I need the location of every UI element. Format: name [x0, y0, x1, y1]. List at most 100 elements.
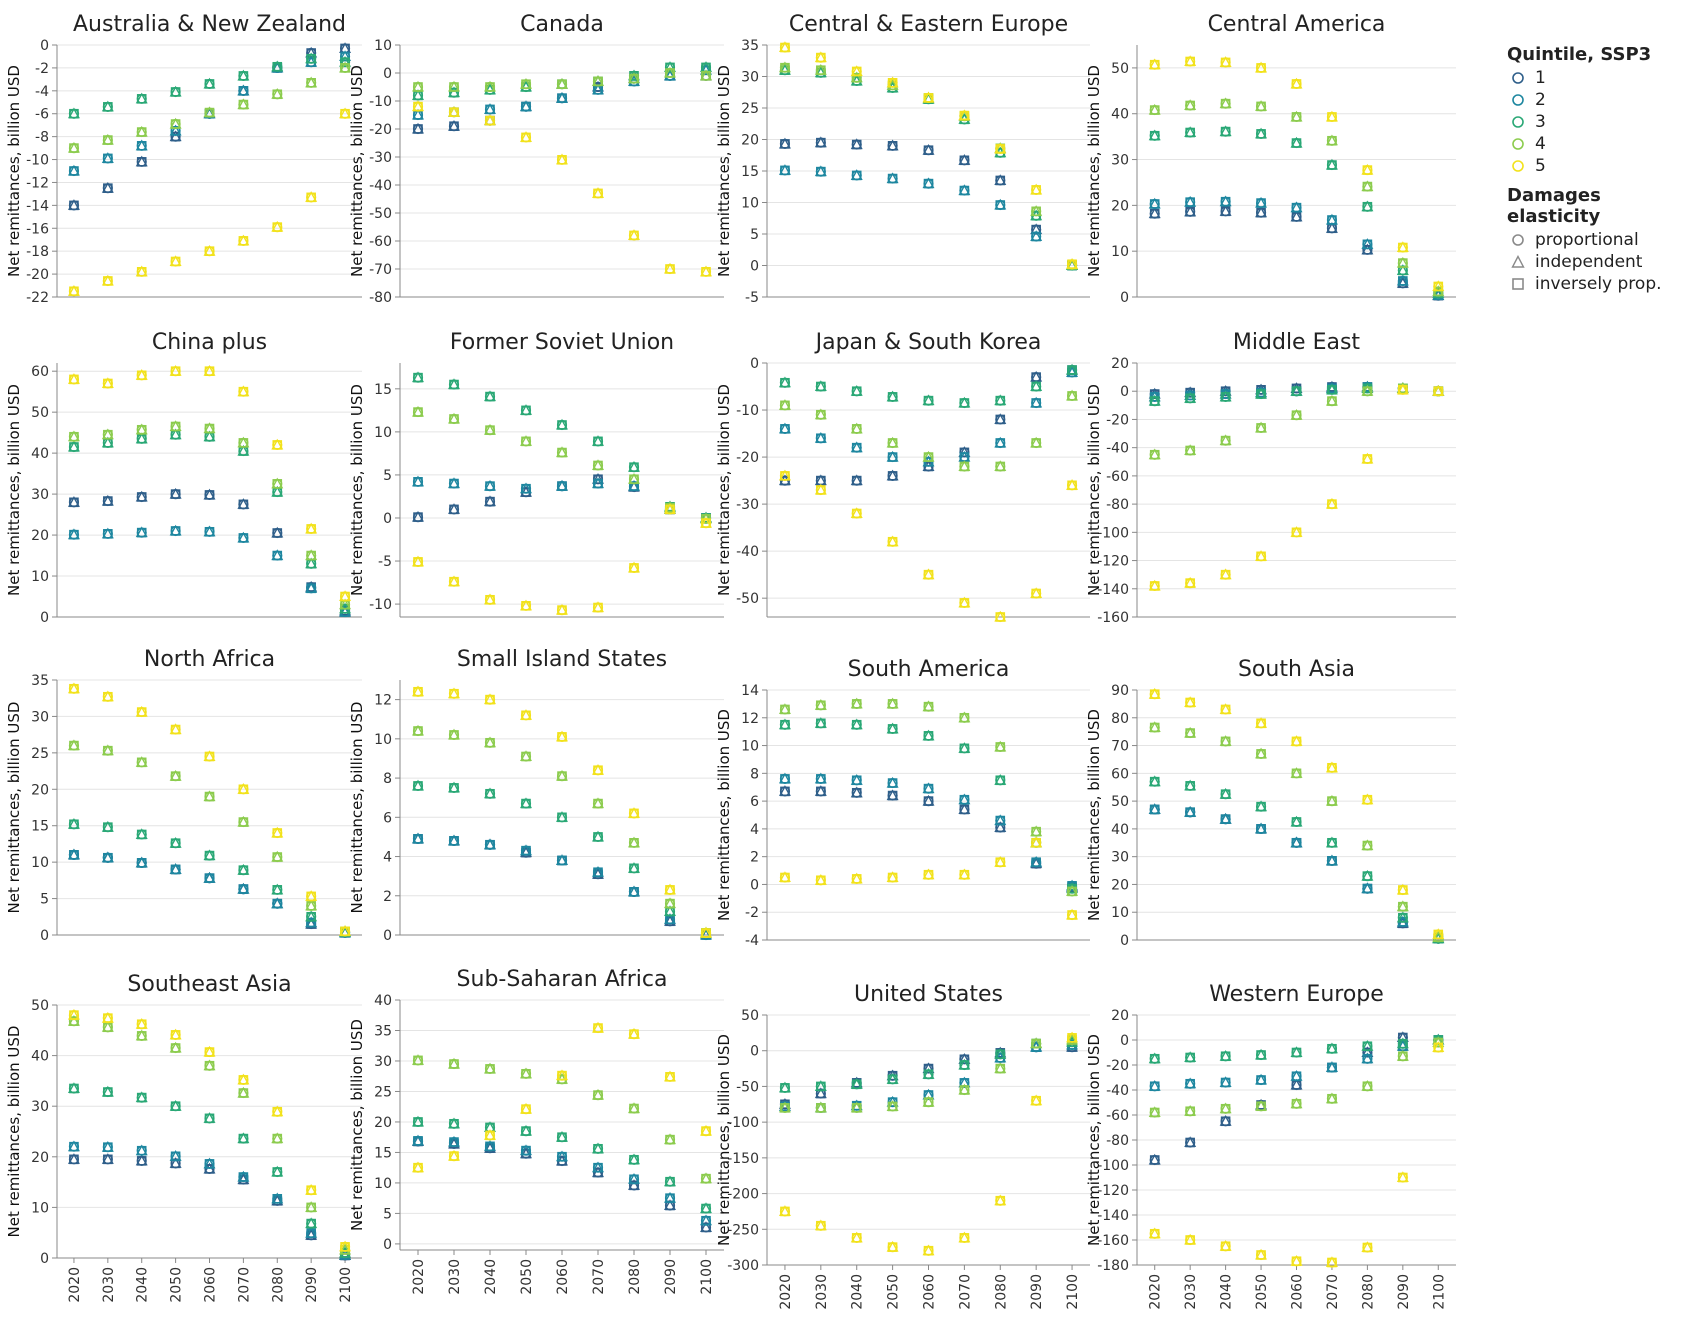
data-point-triangle [339, 61, 352, 73]
y-tick-label: 12 [741, 711, 759, 727]
data-point-triangle [1325, 134, 1338, 146]
data-point-triangle [628, 75, 640, 86]
y-tick-label: 25 [374, 1084, 392, 1100]
data-point-triangle [203, 1112, 216, 1123]
data-point-triangle [958, 711, 971, 723]
data-point-triangle [592, 797, 604, 809]
legend-elasticity-list: proportional independent inversely prop. [1507, 229, 1697, 295]
data-point-triangle [814, 483, 827, 495]
y-tick-label: -5 [378, 554, 392, 570]
data-point-triangle [1148, 103, 1161, 115]
data-point-triangle [1184, 195, 1197, 207]
y-tick-label: 8 [750, 766, 759, 782]
data-point-triangle [169, 1041, 182, 1053]
data-point-triangle [994, 814, 1007, 826]
data-point-triangle [412, 371, 424, 383]
y-tick-label: -40 [1106, 441, 1129, 457]
data-point-triangle [305, 191, 318, 202]
data-point-triangle [778, 164, 791, 175]
data-point-triangle [67, 848, 80, 860]
y-tick-label: 30 [741, 70, 759, 86]
y-tick-label: 10 [374, 732, 392, 748]
data-point-triangle [271, 526, 284, 538]
data-point-triangle [169, 420, 182, 432]
data-point-triangle [1325, 854, 1338, 866]
data-point-triangle [169, 524, 182, 536]
x-tick-label: 2070 [236, 1267, 252, 1303]
data-point-triangle [850, 774, 863, 785]
data-point-triangle [1290, 1097, 1303, 1109]
data-point-triangle [203, 871, 216, 883]
data-point-triangle [1396, 1171, 1409, 1183]
data-point-triangle [1184, 1136, 1197, 1148]
data-point-triangle [203, 750, 216, 762]
data-point-triangle [484, 593, 496, 605]
data-point-triangle [958, 1058, 971, 1070]
legend-item-quintile: 3 [1507, 111, 1697, 133]
y-tick-label: 10 [31, 855, 49, 871]
data-point-triangle [1361, 1241, 1374, 1253]
data-point-triangle [412, 1161, 424, 1173]
data-point-triangle [664, 262, 676, 274]
legend-label: independent [1535, 252, 1643, 272]
data-point-triangle [1290, 136, 1303, 148]
legend-label: 2 [1535, 90, 1546, 110]
data-point-triangle [850, 718, 863, 730]
x-tick-label: 2090 [663, 1259, 679, 1295]
data-point-triangle [886, 535, 899, 547]
legend-label: 1 [1535, 68, 1546, 88]
panel-6: 0 -10 -20 -30 -40 -50 Japan & South Korea Net r… [715, 330, 1090, 623]
legend-circle-icon [1507, 115, 1529, 129]
data-point-triangle [922, 143, 935, 155]
legend-elasticity-title: Damages elasticity [1507, 185, 1601, 227]
data-point-triangle [101, 100, 114, 112]
y-tick-label: 10 [741, 196, 759, 212]
data-point-triangle [520, 797, 532, 809]
data-point-triangle [1219, 125, 1232, 137]
data-point-triangle [664, 883, 676, 895]
data-point-triangle [1290, 77, 1303, 89]
data-point-triangle [135, 1091, 148, 1103]
data-point-triangle [1219, 568, 1232, 580]
data-point-triangle [101, 1153, 114, 1164]
data-point-triangle [135, 490, 148, 502]
data-point-triangle [922, 568, 935, 580]
panel-title: Southeast Asia [127, 972, 291, 997]
y-tick-label: 20 [1111, 877, 1129, 893]
data-point-triangle [135, 756, 148, 767]
data-point-triangle [1184, 55, 1197, 67]
data-point-triangle [664, 915, 676, 926]
y-tick-label: 20 [31, 528, 49, 544]
data-point-triangle [520, 750, 532, 762]
data-point-triangle [664, 66, 676, 78]
data-point-triangle [628, 72, 640, 84]
x-tick-label: 2100 [699, 1259, 715, 1295]
data-point-triangle [101, 744, 114, 756]
data-point-triangle [67, 1008, 80, 1020]
data-point-triangle [203, 849, 216, 861]
data-point-triangle [994, 855, 1007, 867]
y-tick-label: 10 [374, 425, 392, 441]
legend-circle-icon [1507, 93, 1529, 107]
y-tick-label: -4 [745, 933, 759, 949]
data-point-triangle [1184, 444, 1197, 456]
data-point-triangle [1219, 703, 1232, 714]
x-tick-label: 2050 [519, 1259, 535, 1295]
data-point-triangle [850, 441, 863, 453]
legend-item-quintile: 4 [1507, 133, 1697, 155]
x-tick-label: 2070 [591, 1259, 607, 1295]
data-point-triangle [922, 394, 935, 406]
data-point-triangle [412, 724, 424, 736]
data-point-triangle [484, 80, 496, 92]
data-point-triangle [1219, 1076, 1232, 1088]
y-tick-label: 10 [1111, 244, 1129, 260]
legend-circle-icon [1507, 159, 1529, 173]
y-axis-label: Net remittances, billion USD [715, 65, 733, 277]
y-tick-label: -60 [1106, 1108, 1129, 1124]
y-tick-label: -30 [369, 150, 392, 166]
data-point-triangle [1396, 383, 1409, 395]
data-point-triangle [556, 854, 568, 866]
y-tick-label: -70 [369, 262, 392, 278]
data-point-triangle [850, 384, 863, 396]
panel-3: 50 40 30 20 10 0 Central America Net remittance… [1085, 12, 1456, 306]
